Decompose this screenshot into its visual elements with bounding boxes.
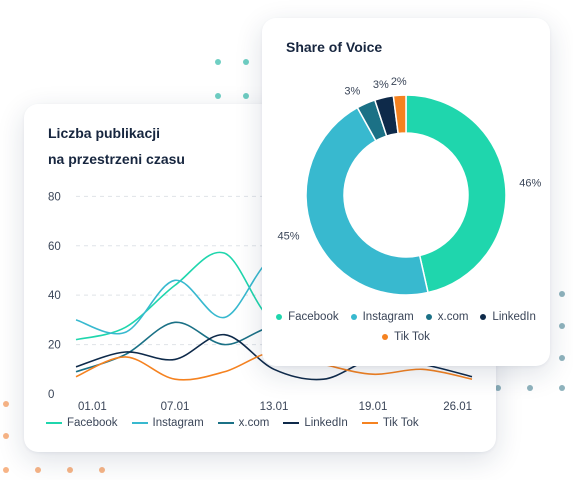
y-tick-label: 80	[48, 191, 61, 203]
decor-dot-orange	[99, 467, 105, 473]
share-of-voice-title: Share of Voice	[286, 39, 383, 55]
x-tick-label: 07.01	[161, 401, 190, 413]
legend-dot-swatch	[276, 314, 283, 320]
decor-dot-orange	[3, 467, 9, 473]
legend-line-swatch	[217, 422, 234, 424]
decor-dot-gray	[559, 323, 565, 329]
legend-dot-swatch	[425, 314, 432, 320]
legend-label: LinkedIn	[492, 311, 536, 323]
share-of-voice-legend: Facebook Instagram x.com LinkedIn Tik Tok	[274, 311, 538, 343]
legend-label: Facebook	[67, 417, 118, 429]
y-tick-label: 20	[48, 340, 61, 352]
legend-label: Tik Tok	[382, 417, 419, 429]
line-legend-item: x.com	[217, 417, 270, 429]
decor-dot-teal	[215, 93, 221, 99]
legend-line-swatch	[361, 422, 378, 424]
decor-dot-gray	[559, 355, 565, 361]
donut-slice-label: 46%	[519, 177, 541, 189]
line-chart-title-line-1: Liczba publikacji	[48, 125, 161, 141]
legend-dot-swatch	[350, 314, 357, 320]
line-legend-item: LinkedIn	[283, 417, 348, 429]
donut-slice-label: 3%	[373, 79, 389, 91]
share-of-voice-donut-chart: 46%45%3%3% 2%	[277, 76, 542, 296]
decor-dot-teal	[215, 59, 221, 65]
share-of-voice-card: Share of Voice 46% 45% 3% 3% 2% Facebook Inst…	[262, 18, 550, 366]
donut-slice-label: 45%	[277, 231, 299, 243]
decor-dot-orange	[3, 401, 9, 407]
y-tick-label: 40	[48, 290, 61, 302]
x-tick-label: 19.01	[359, 401, 388, 413]
decor-dot-gray	[559, 291, 565, 297]
legend-line-swatch	[283, 422, 300, 424]
legend-label: Tik Tok	[394, 331, 430, 343]
line-legend-item: Facebook	[46, 417, 118, 429]
y-tick-label: 0	[48, 389, 54, 401]
legend-label: Facebook	[288, 311, 339, 323]
line-chart-legend: Facebook Instagram x.com LinkedIn Tik Tok	[46, 417, 486, 429]
pie-legend-item: LinkedIn	[480, 311, 536, 323]
legend-label: LinkedIn	[304, 417, 348, 429]
donut-slice-facebook	[405, 94, 507, 294]
decor-dot-gray	[527, 385, 533, 391]
legend-line-swatch	[131, 422, 148, 424]
decor-dot-gray	[495, 385, 501, 391]
donut-slice-label: 2%	[391, 76, 407, 88]
decor-dot-orange	[35, 467, 41, 473]
donut-slice-instagram	[305, 106, 429, 296]
legend-label: x.com	[437, 311, 469, 323]
decor-dot-gray	[559, 385, 565, 391]
legend-label: Instagram	[152, 417, 204, 429]
line-chart-title: Liczba publikacji na przestrzeni czasu	[48, 120, 185, 172]
donut-slice-tik-tok	[392, 94, 407, 135]
pie-legend-item: Tik Tok	[382, 331, 430, 343]
decor-dot-orange	[3, 433, 9, 439]
pie-legend-item: Instagram	[350, 311, 414, 323]
line-chart-title-line-2: na przestrzeni czasu	[48, 151, 185, 167]
donut-slice-label: 3%	[344, 86, 360, 98]
legend-label: x.com	[238, 417, 270, 429]
legend-dot-swatch	[480, 314, 487, 320]
pie-legend-item: Facebook	[276, 311, 339, 323]
decor-dot-teal	[243, 59, 249, 65]
x-tick-label: 01.01	[78, 401, 107, 413]
x-tick-label: 13.01	[260, 401, 289, 413]
line-legend-item: Instagram	[131, 417, 204, 429]
y-tick-label: 60	[48, 241, 61, 253]
line-legend-item: Tik Tok	[361, 417, 419, 429]
pie-legend-item: x.com	[425, 311, 469, 323]
legend-dot-swatch	[382, 334, 389, 340]
legend-line-swatch	[46, 422, 62, 424]
legend-label: Instagram	[362, 311, 414, 323]
x-tick-label: 26.01	[443, 401, 472, 413]
decor-dot-orange	[67, 467, 73, 473]
decor-dot-teal	[243, 93, 249, 99]
